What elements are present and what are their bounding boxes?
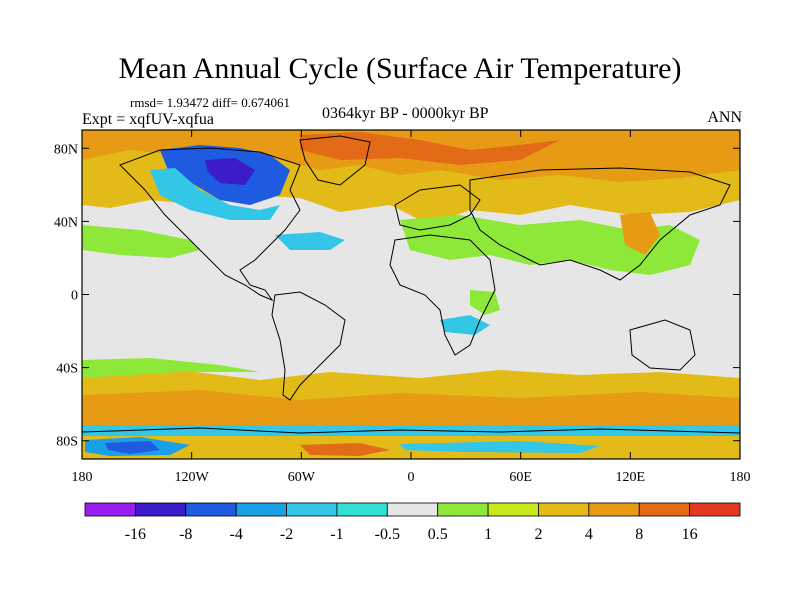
colorbar-swatch bbox=[286, 502, 338, 517]
lon-tick-label: 120E bbox=[616, 470, 646, 485]
lat-tick-label: 40S bbox=[56, 362, 78, 377]
colorbar-swatch bbox=[538, 502, 590, 517]
season-label: ANN bbox=[707, 109, 742, 126]
africa-cyan-region bbox=[440, 315, 490, 335]
colorbar-swatch bbox=[588, 502, 640, 517]
southern-ocean-orange-region bbox=[82, 390, 740, 425]
colorbar-swatch bbox=[84, 502, 136, 517]
lat-tick-label: 80S bbox=[56, 435, 78, 450]
colorbar-swatch bbox=[689, 502, 741, 517]
axis-ticks: 180 120W 60W 0 60E 120E 180 80N 40N 0 40S 80S bbox=[54, 130, 751, 485]
colorbar: -16 -8 -4 -2 -1 -0.5 0.5 1 2 4 8 16 bbox=[84, 502, 741, 543]
lat-tick-label: 40N bbox=[54, 215, 78, 230]
lon-tick-label: 180 bbox=[730, 470, 751, 485]
colorbar-label: -4 bbox=[229, 526, 242, 543]
lon-tick-label: 60W bbox=[288, 470, 316, 485]
antarctica-cyan-east bbox=[400, 441, 600, 453]
colorbar-label: -2 bbox=[280, 526, 293, 543]
atlantic-cyan-region bbox=[275, 232, 345, 250]
colorbar-swatch bbox=[185, 502, 237, 517]
colorbar-label: 8 bbox=[635, 526, 643, 543]
lon-tick-label: 120W bbox=[175, 470, 210, 485]
colorbar-label: 16 bbox=[682, 526, 698, 543]
colorbar-label: -8 bbox=[179, 526, 192, 543]
colorbar-label: 1 bbox=[484, 526, 492, 543]
deep-arctic-red bbox=[300, 132, 560, 165]
lon-tick-label: 60E bbox=[509, 470, 532, 485]
colorbar-label: -1 bbox=[330, 526, 343, 543]
period-label: 0364kyr BP - 0000kyr BP bbox=[322, 105, 489, 122]
map-plot-area bbox=[82, 130, 740, 459]
colorbar-swatch bbox=[437, 502, 489, 517]
antarctica-red-region bbox=[300, 443, 390, 456]
experiment-label: Expt = xqfUV-xqfua bbox=[82, 111, 214, 128]
coastlines bbox=[82, 135, 740, 434]
southern-ocean-green-region bbox=[82, 358, 260, 378]
colorbar-label: -0.5 bbox=[375, 526, 400, 543]
east-asia-orange-region bbox=[620, 212, 660, 255]
lat-tick-label: 0 bbox=[71, 289, 78, 304]
africa-green-region bbox=[470, 290, 500, 315]
colorbar-swatch bbox=[638, 502, 691, 517]
lon-tick-label: 180 bbox=[72, 470, 93, 485]
lat-tick-label: 80N bbox=[54, 142, 78, 157]
north-america-cyan-region bbox=[150, 168, 280, 220]
antarctica-darkblue-region bbox=[105, 441, 160, 454]
colorbar-swatch bbox=[235, 502, 287, 517]
colorbar-label: -16 bbox=[125, 526, 146, 543]
colorbar-swatch bbox=[336, 502, 388, 517]
colorbar-label: 4 bbox=[585, 526, 593, 543]
colorbar-swatch bbox=[134, 502, 187, 517]
lon-tick-label: 0 bbox=[408, 470, 415, 485]
map-title: Mean Annual Cycle (Surface Air Temperatu… bbox=[118, 52, 682, 85]
colorbar-swatch bbox=[386, 502, 439, 517]
colorbar-swatch bbox=[487, 502, 539, 517]
pacific-green-region bbox=[82, 225, 200, 258]
colorbar-label: 2 bbox=[534, 526, 542, 543]
canada-darkblue-region bbox=[205, 158, 255, 185]
stats-line: rmsd= 1.93472 diff= 0.674061 bbox=[130, 95, 290, 110]
colorbar-label: 0.5 bbox=[428, 526, 448, 543]
